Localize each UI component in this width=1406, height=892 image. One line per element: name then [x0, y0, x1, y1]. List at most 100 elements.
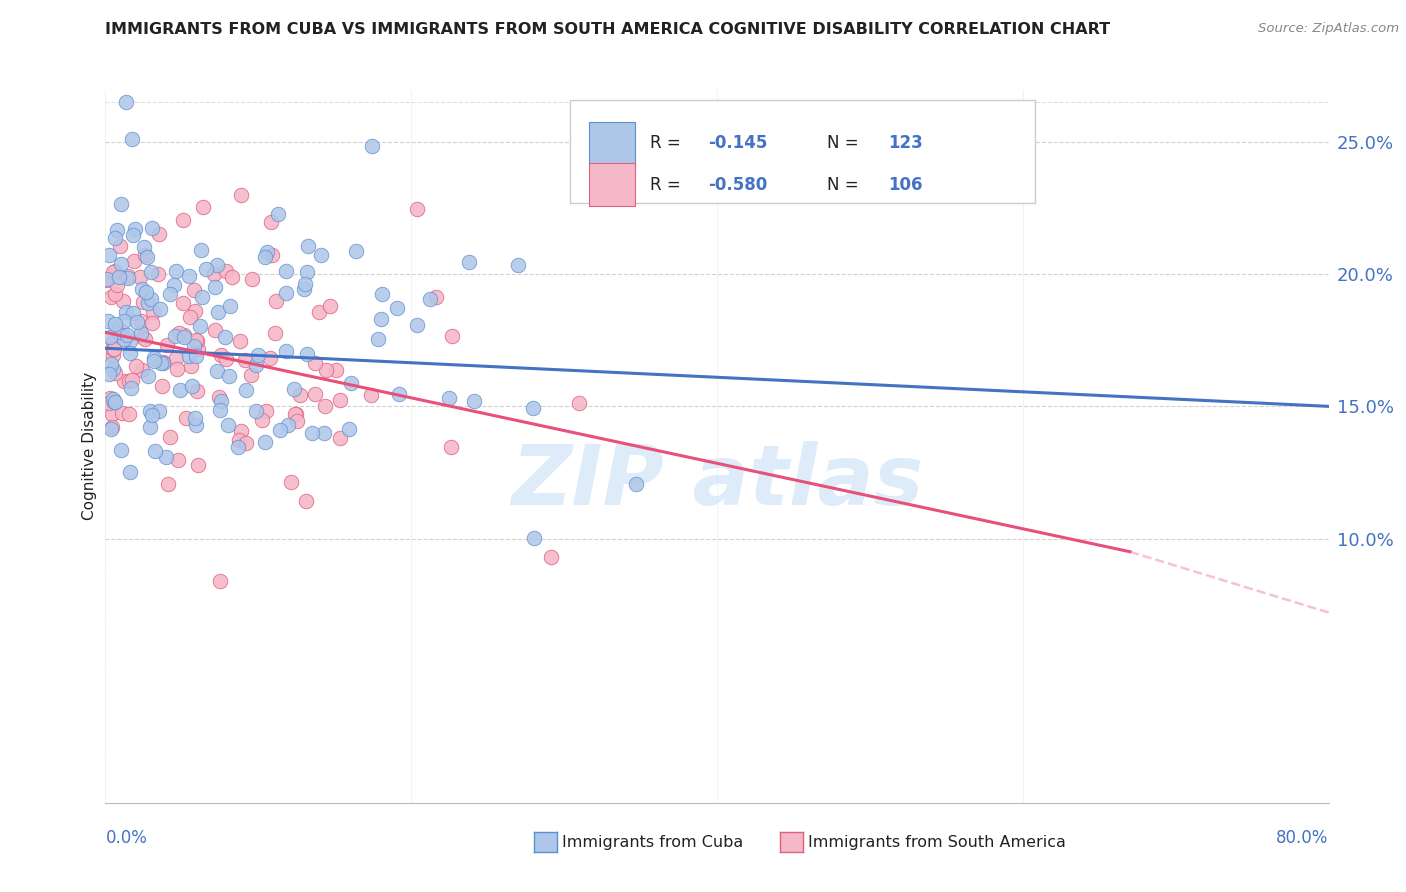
Point	[115, 305, 138, 319]
Point	[180, 359, 202, 373]
Point	[188, 318, 211, 333]
Point	[183, 339, 205, 353]
Point	[101, 348, 124, 362]
Text: N =: N =	[827, 135, 865, 153]
Point	[108, 268, 131, 283]
Point	[136, 368, 159, 383]
Point	[195, 262, 218, 277]
Text: R =: R =	[650, 135, 686, 153]
Point	[235, 435, 257, 450]
Point	[209, 393, 232, 408]
Point	[256, 244, 278, 259]
Point	[260, 215, 283, 229]
Point	[107, 278, 129, 293]
Point	[181, 379, 204, 393]
Point	[186, 334, 208, 349]
Text: 106: 106	[889, 176, 922, 194]
Point	[264, 326, 287, 341]
Point	[134, 332, 156, 346]
Point	[297, 239, 319, 253]
Point	[388, 387, 411, 401]
Point	[228, 433, 250, 447]
Point	[568, 396, 591, 410]
Point	[118, 334, 141, 348]
Text: Immigrants from Cuba: Immigrants from Cuba	[562, 835, 744, 849]
Point	[523, 531, 546, 545]
Text: 123: 123	[889, 135, 924, 153]
Point	[247, 347, 270, 361]
Point	[129, 326, 152, 341]
Point	[139, 419, 162, 434]
Point	[117, 268, 139, 283]
Point	[437, 391, 460, 405]
Text: -0.145: -0.145	[709, 135, 768, 153]
Point	[186, 417, 208, 432]
Point	[104, 231, 127, 245]
Point	[218, 300, 240, 314]
Point	[231, 187, 253, 202]
Point	[207, 305, 229, 319]
Point	[280, 475, 302, 489]
Point	[165, 351, 187, 365]
Point	[458, 255, 481, 269]
Point	[441, 328, 464, 343]
Point	[167, 326, 190, 341]
Point	[506, 258, 529, 272]
Point	[139, 265, 162, 279]
Point	[204, 323, 226, 337]
Point	[284, 407, 307, 421]
Point	[190, 243, 212, 257]
Point	[440, 440, 463, 454]
Point	[124, 359, 146, 373]
FancyBboxPatch shape	[589, 163, 636, 206]
Point	[104, 395, 127, 409]
Point	[301, 425, 323, 440]
Point	[104, 286, 127, 301]
Point	[149, 301, 172, 316]
Point	[208, 402, 231, 417]
Point	[250, 413, 273, 427]
Point	[172, 212, 194, 227]
Text: N =: N =	[827, 176, 865, 194]
Point	[177, 349, 200, 363]
Point	[207, 391, 229, 405]
Point	[297, 265, 319, 279]
Point	[152, 356, 174, 370]
Point	[131, 363, 153, 377]
Point	[108, 270, 131, 285]
Point	[264, 294, 287, 309]
Point	[105, 223, 128, 237]
FancyBboxPatch shape	[571, 100, 1035, 203]
Point	[184, 349, 207, 363]
Point	[218, 369, 240, 384]
Point	[107, 326, 129, 340]
Point	[385, 301, 408, 316]
Point	[425, 289, 447, 303]
Point	[314, 400, 336, 414]
Point	[406, 202, 429, 217]
Point	[295, 347, 318, 361]
Point	[142, 351, 165, 366]
Point	[360, 388, 382, 402]
Point	[315, 363, 337, 377]
Point	[103, 343, 125, 357]
Point	[215, 351, 238, 366]
Point	[325, 363, 347, 377]
Point	[187, 458, 209, 473]
Point	[183, 283, 205, 297]
Point	[254, 435, 277, 450]
Point	[152, 379, 174, 393]
Point	[214, 330, 236, 344]
Point	[156, 338, 179, 352]
Point	[150, 356, 173, 370]
Point	[148, 267, 170, 281]
Point	[112, 374, 135, 388]
Point	[169, 383, 191, 397]
Text: Immigrants from South America: Immigrants from South America	[808, 835, 1066, 849]
Point	[240, 271, 263, 285]
Point	[112, 332, 135, 346]
Point	[124, 253, 146, 268]
Point	[267, 207, 290, 221]
Point	[96, 273, 118, 287]
Point	[205, 258, 228, 272]
